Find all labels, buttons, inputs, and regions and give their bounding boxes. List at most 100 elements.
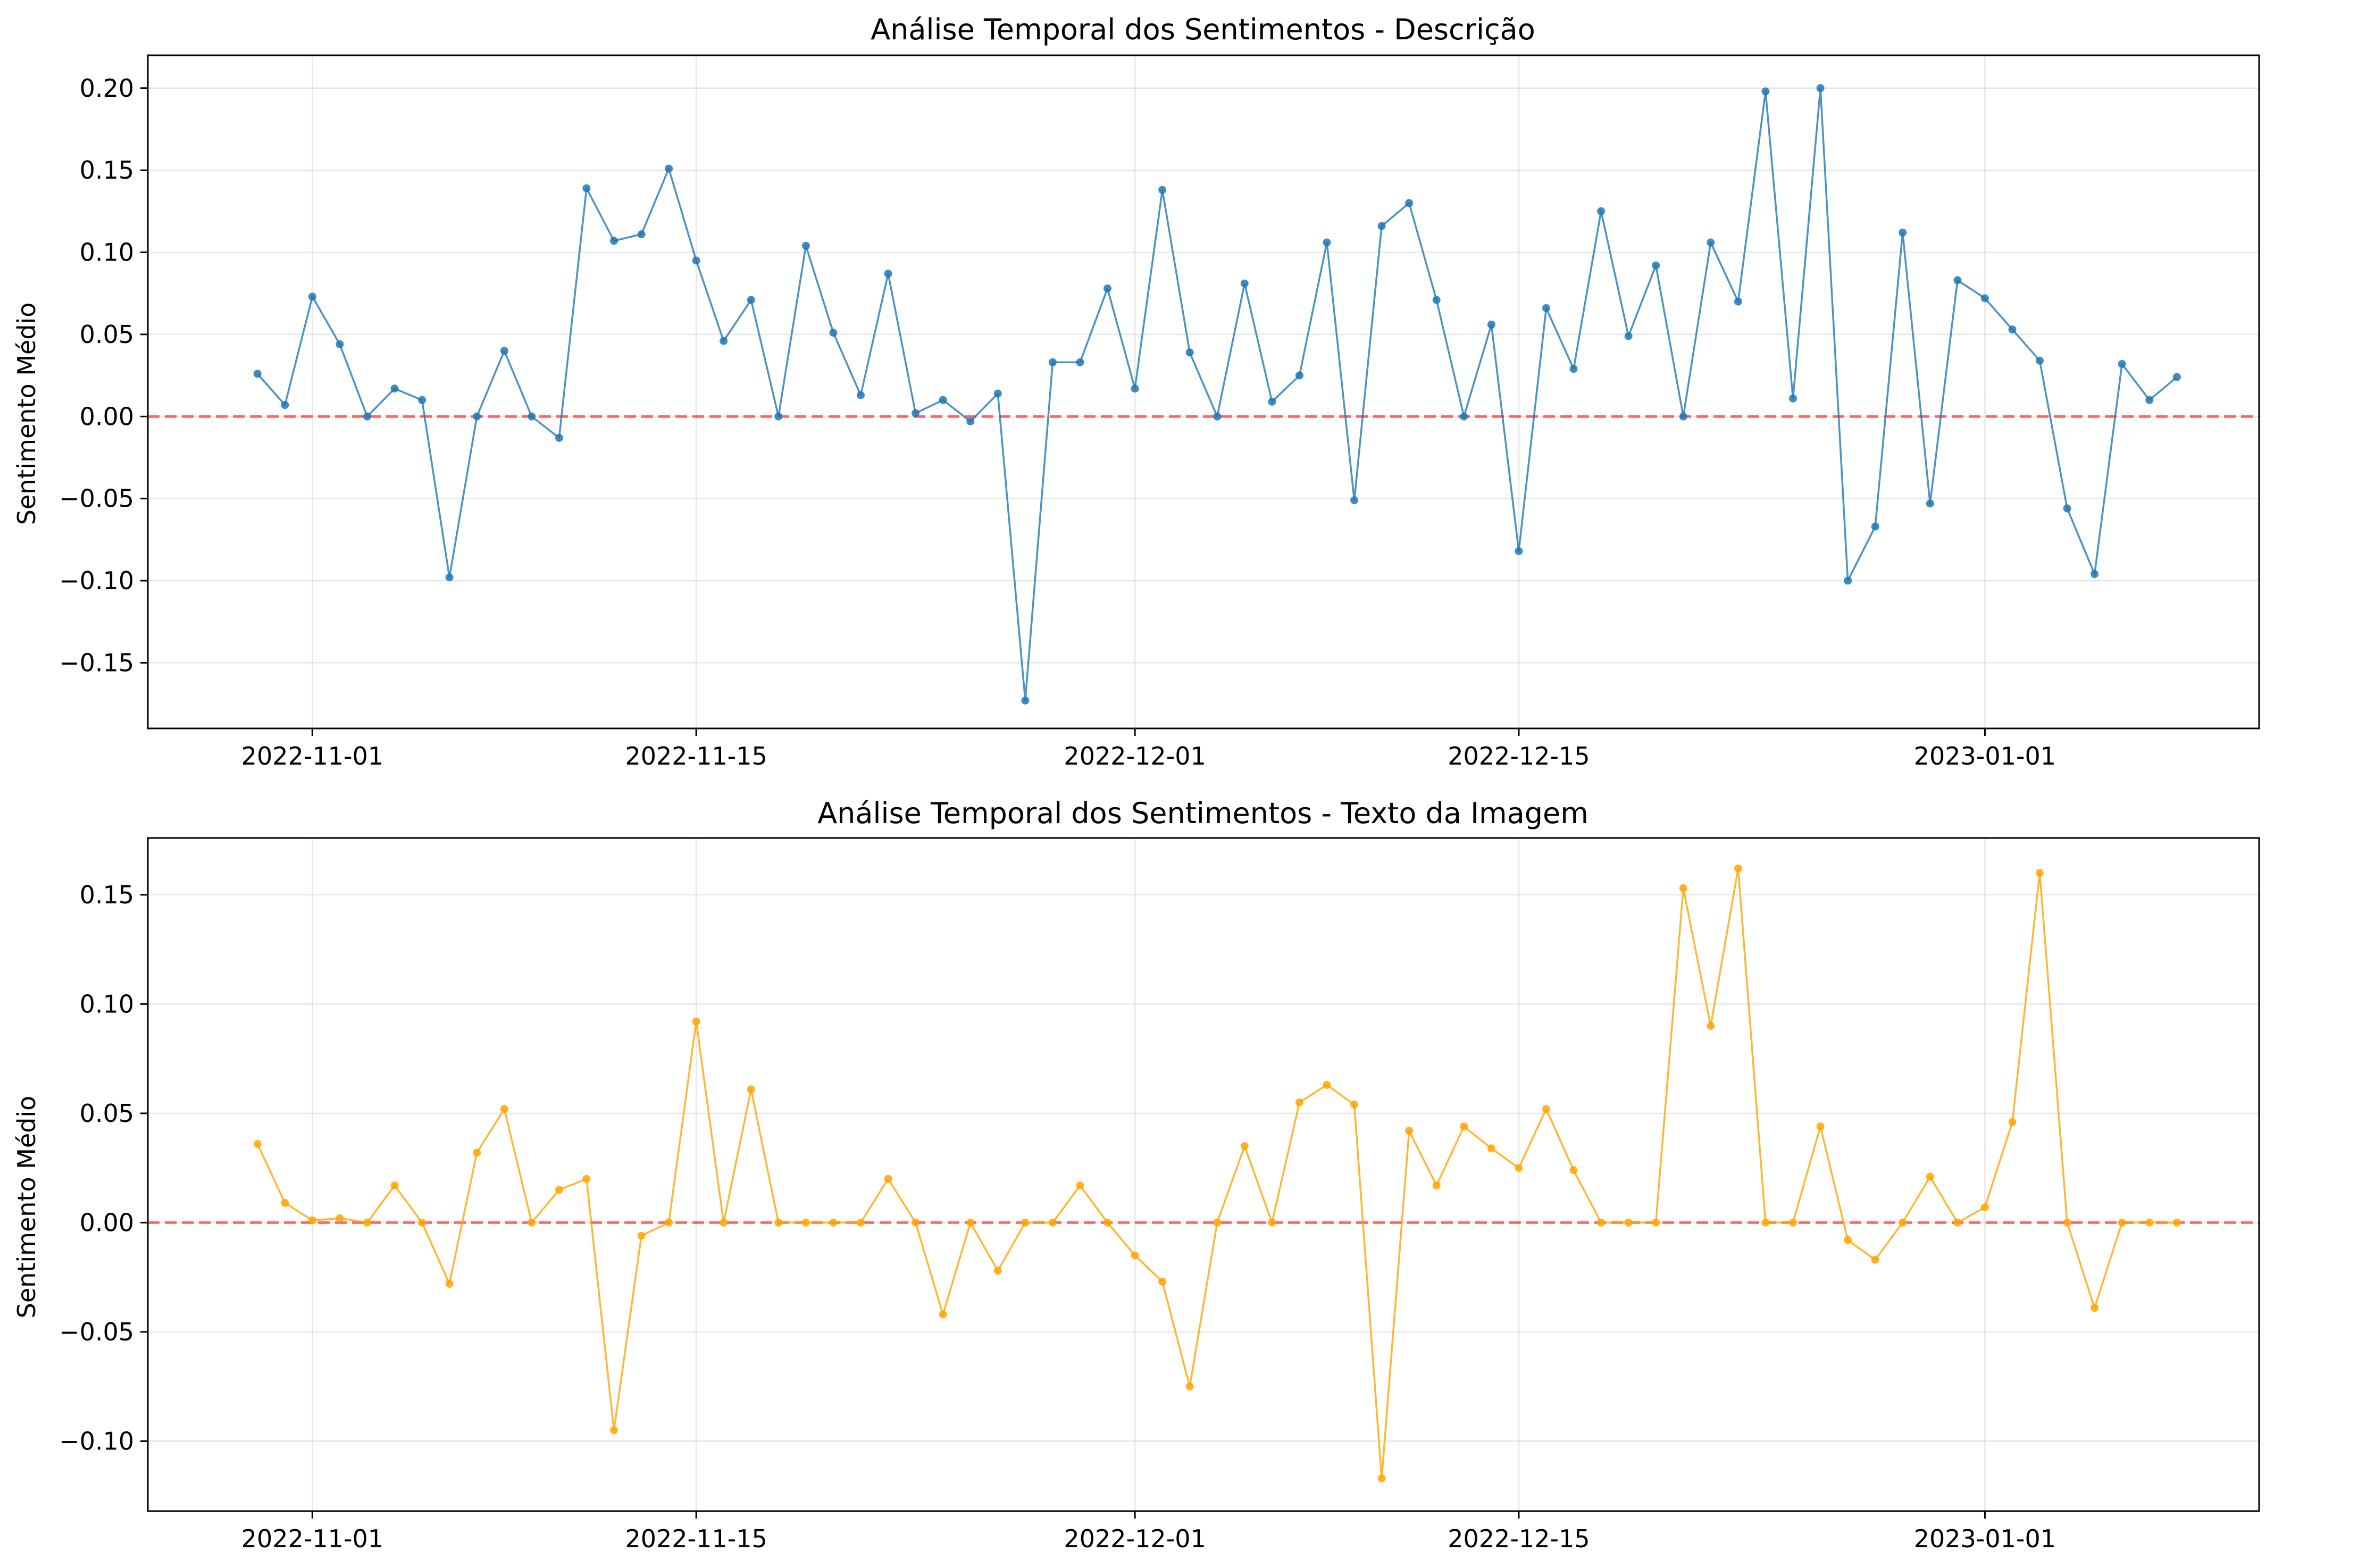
- data-point: [1021, 1218, 1030, 1227]
- x-tick-label: 2022-12-01: [1064, 1524, 1206, 1553]
- data-point: [555, 434, 563, 442]
- data-point: [336, 340, 344, 348]
- data-point: [528, 412, 536, 421]
- data-point: [610, 1426, 618, 1435]
- series-descricao: [253, 84, 2181, 705]
- data-point: [1432, 296, 1441, 304]
- data-point: [1871, 1255, 1879, 1264]
- data-point: [473, 412, 481, 421]
- data-point: [665, 1218, 673, 1227]
- data-point: [582, 1175, 591, 1183]
- data-point: [637, 230, 646, 239]
- data-point: [2036, 356, 2044, 365]
- plot-frame: [147, 837, 2260, 1512]
- data-point: [884, 270, 892, 278]
- chart-title: Análise Temporal dos Sentimentos - Descr…: [871, 13, 1535, 46]
- x-tick-label: 2022-12-01: [1064, 742, 1206, 770]
- y-axis-ticks: −0.10 −0.05 0.00 0.05 0.10 0.15: [59, 881, 148, 1455]
- data-point: [1761, 1218, 1770, 1227]
- y-tick-label: 0.00: [80, 402, 134, 431]
- data-point: [966, 1218, 975, 1227]
- data-point: [2036, 869, 2044, 877]
- data-point: [720, 337, 728, 345]
- data-point: [1213, 412, 1222, 421]
- y-tick-label: 0.05: [80, 320, 134, 349]
- data-point: [1350, 1101, 1359, 1109]
- chart-title: Análise Temporal dos Sentimentos - Texto…: [817, 796, 1589, 830]
- data-point: [2091, 1304, 2099, 1312]
- data-point: [829, 1218, 838, 1227]
- data-point: [993, 1267, 1002, 1275]
- data-point: [1158, 1277, 1167, 1286]
- data-point: [1597, 1218, 1606, 1227]
- data-point: [637, 1231, 646, 1240]
- data-point: [1569, 1166, 1578, 1175]
- data-point: [1021, 697, 1030, 705]
- data-point: [1185, 1382, 1194, 1391]
- data-point: [1048, 358, 1057, 366]
- data-point: [801, 241, 810, 250]
- data-point: [1240, 1142, 1249, 1151]
- x-tick-label: 2022-11-15: [625, 1524, 767, 1553]
- data-point: [1158, 186, 1167, 194]
- data-point: [1103, 1218, 1111, 1227]
- y-tick-label: −0.10: [59, 1427, 134, 1455]
- data-point: [500, 1105, 508, 1113]
- data-point: [253, 370, 262, 378]
- data-point: [2118, 360, 2126, 368]
- data-point: [1076, 1181, 1084, 1190]
- data-point: [939, 1310, 947, 1319]
- data-point: [2172, 373, 2181, 381]
- y-tick-label: 0.15: [80, 881, 134, 909]
- data-point: [1899, 1218, 1907, 1227]
- chart-descricao: Análise Temporal dos Sentimentos - Descr…: [12, 13, 2260, 770]
- data-point: [1268, 398, 1276, 406]
- data-point: [1816, 84, 1825, 93]
- data-point: [1679, 884, 1687, 892]
- y-tick-label: 0.15: [80, 156, 134, 185]
- data-point: [1542, 304, 1550, 312]
- data-point: [1350, 496, 1359, 505]
- data-point: [966, 417, 975, 426]
- data-point: [1569, 365, 1578, 373]
- data-point: [1542, 1105, 1550, 1113]
- data-point: [1899, 229, 1907, 237]
- data-point: [2118, 1218, 2126, 1227]
- data-point: [555, 1186, 563, 1194]
- data-point: [363, 1218, 371, 1227]
- data-point: [1185, 348, 1194, 357]
- data-point: [308, 292, 316, 301]
- data-point: [308, 1216, 316, 1225]
- data-point: [1953, 1218, 1962, 1227]
- data-point: [418, 396, 427, 404]
- data-point: [2091, 570, 2099, 578]
- data-point: [281, 401, 289, 409]
- data-point: [1871, 522, 1879, 531]
- data-point: [1405, 1127, 1414, 1135]
- data-point: [1679, 412, 1687, 421]
- data-point: [1076, 358, 1084, 366]
- x-tick-label: 2023-01-01: [1914, 1524, 2056, 1553]
- data-point: [418, 1218, 427, 1227]
- data-point: [1597, 207, 1606, 215]
- data-point: [253, 1140, 262, 1148]
- data-point: [939, 396, 947, 404]
- data-point: [445, 573, 454, 582]
- x-tick-label: 2022-11-01: [241, 1524, 383, 1553]
- data-point: [2008, 325, 2017, 334]
- data-point: [1487, 1144, 1495, 1153]
- y-tick-label: −0.05: [59, 1318, 134, 1346]
- data-point: [912, 409, 920, 417]
- data-point: [281, 1198, 289, 1207]
- data-point: [336, 1214, 344, 1222]
- data-point: [2008, 1118, 2017, 1126]
- y-tick-label: 0.10: [80, 238, 134, 267]
- data-point: [801, 1218, 810, 1227]
- data-point: [1652, 1218, 1660, 1227]
- data-point: [1926, 1172, 1934, 1181]
- data-point: [829, 329, 838, 337]
- data-point: [1295, 1098, 1303, 1106]
- data-point: [1048, 1218, 1057, 1227]
- data-point: [363, 412, 371, 421]
